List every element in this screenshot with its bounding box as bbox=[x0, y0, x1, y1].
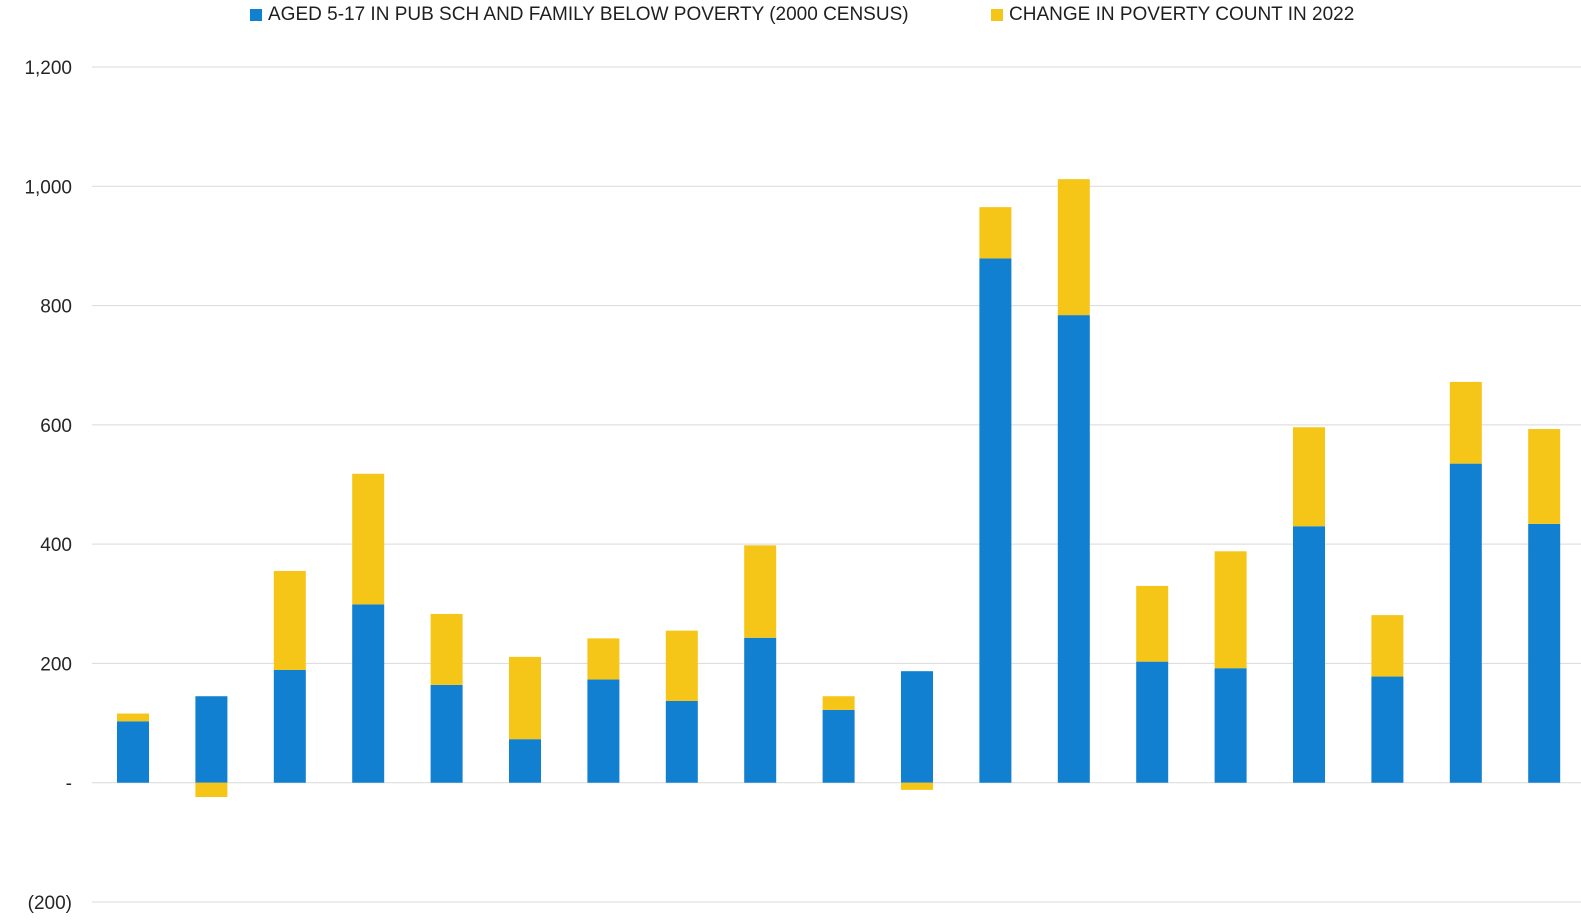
bar-series-2 bbox=[117, 713, 149, 722]
y-tick-label: 200 bbox=[40, 654, 72, 675]
bar-series-1 bbox=[1293, 526, 1325, 783]
bar-series-1 bbox=[822, 709, 855, 783]
legend-item-series-1: AGED 5-17 IN PUB SCH AND FAMILY BELOW PO… bbox=[250, 4, 909, 26]
bar-series-2 bbox=[1136, 585, 1169, 662]
bar-series-1 bbox=[195, 696, 228, 783]
legend-swatch-series-2 bbox=[991, 9, 1003, 21]
y-tick-label: 800 bbox=[40, 297, 72, 318]
bar-series-1 bbox=[117, 721, 149, 783]
y-axis-tick-labels: 1,200 1,000 800 600 400 200 - (200) bbox=[24, 58, 72, 914]
bar-series-2 bbox=[1293, 427, 1325, 527]
bar-series-1 bbox=[979, 258, 1012, 783]
bar-series-2 bbox=[352, 473, 385, 605]
bar-series-1 bbox=[352, 604, 385, 783]
y-tick-label: 600 bbox=[40, 416, 72, 437]
bar-series-1 bbox=[1136, 661, 1169, 783]
bar-series-2 bbox=[1449, 381, 1482, 464]
bar-series-2 bbox=[273, 570, 306, 670]
bars bbox=[117, 179, 1561, 798]
bar-series-1 bbox=[665, 701, 698, 783]
bar-series-2 bbox=[509, 656, 541, 740]
bar-series-1 bbox=[1449, 463, 1482, 783]
bar-series-2 bbox=[1371, 615, 1404, 677]
bar-series-2 bbox=[1528, 429, 1561, 524]
bar-series-1 bbox=[509, 739, 541, 783]
bar-series-1 bbox=[273, 669, 306, 783]
bar-series-1 bbox=[744, 637, 777, 783]
bar-series-1 bbox=[430, 684, 463, 783]
y-tick-label: - bbox=[66, 774, 72, 795]
bar-series-2 bbox=[195, 782, 228, 798]
bar-series-2 bbox=[665, 630, 698, 702]
y-tick-label: (200) bbox=[28, 893, 72, 914]
bar-series-2 bbox=[744, 545, 777, 638]
bar-series-2 bbox=[1214, 551, 1247, 669]
y-tick-label: 1,000 bbox=[24, 177, 72, 198]
bar-series-1 bbox=[1057, 315, 1090, 783]
chart-legend: AGED 5-17 IN PUB SCH AND FAMILY BELOW PO… bbox=[0, 4, 1581, 34]
legend-label-series-2: CHANGE IN POVERTY COUNT IN 2022 bbox=[1009, 4, 1355, 25]
bar-series-2 bbox=[1057, 179, 1090, 316]
bar-series-1 bbox=[587, 679, 620, 783]
bar-series-2 bbox=[979, 207, 1012, 259]
bar-series-1 bbox=[1214, 668, 1247, 783]
y-tick-label: 1,200 bbox=[24, 58, 72, 79]
bar-series-2 bbox=[587, 638, 620, 680]
bar-series-1 bbox=[901, 671, 933, 783]
y-tick-label: 400 bbox=[40, 535, 72, 556]
bar-series-2 bbox=[901, 782, 933, 790]
legend-swatch-series-1 bbox=[250, 9, 262, 21]
bar-series-2 bbox=[430, 613, 463, 685]
legend-label-series-1: AGED 5-17 IN PUB SCH AND FAMILY BELOW PO… bbox=[268, 4, 909, 25]
legend-item-series-2: CHANGE IN POVERTY COUNT IN 2022 bbox=[991, 4, 1354, 26]
bar-series-1 bbox=[1528, 523, 1561, 783]
bar-series-1 bbox=[1371, 676, 1404, 783]
bar-series-2 bbox=[822, 696, 855, 710]
